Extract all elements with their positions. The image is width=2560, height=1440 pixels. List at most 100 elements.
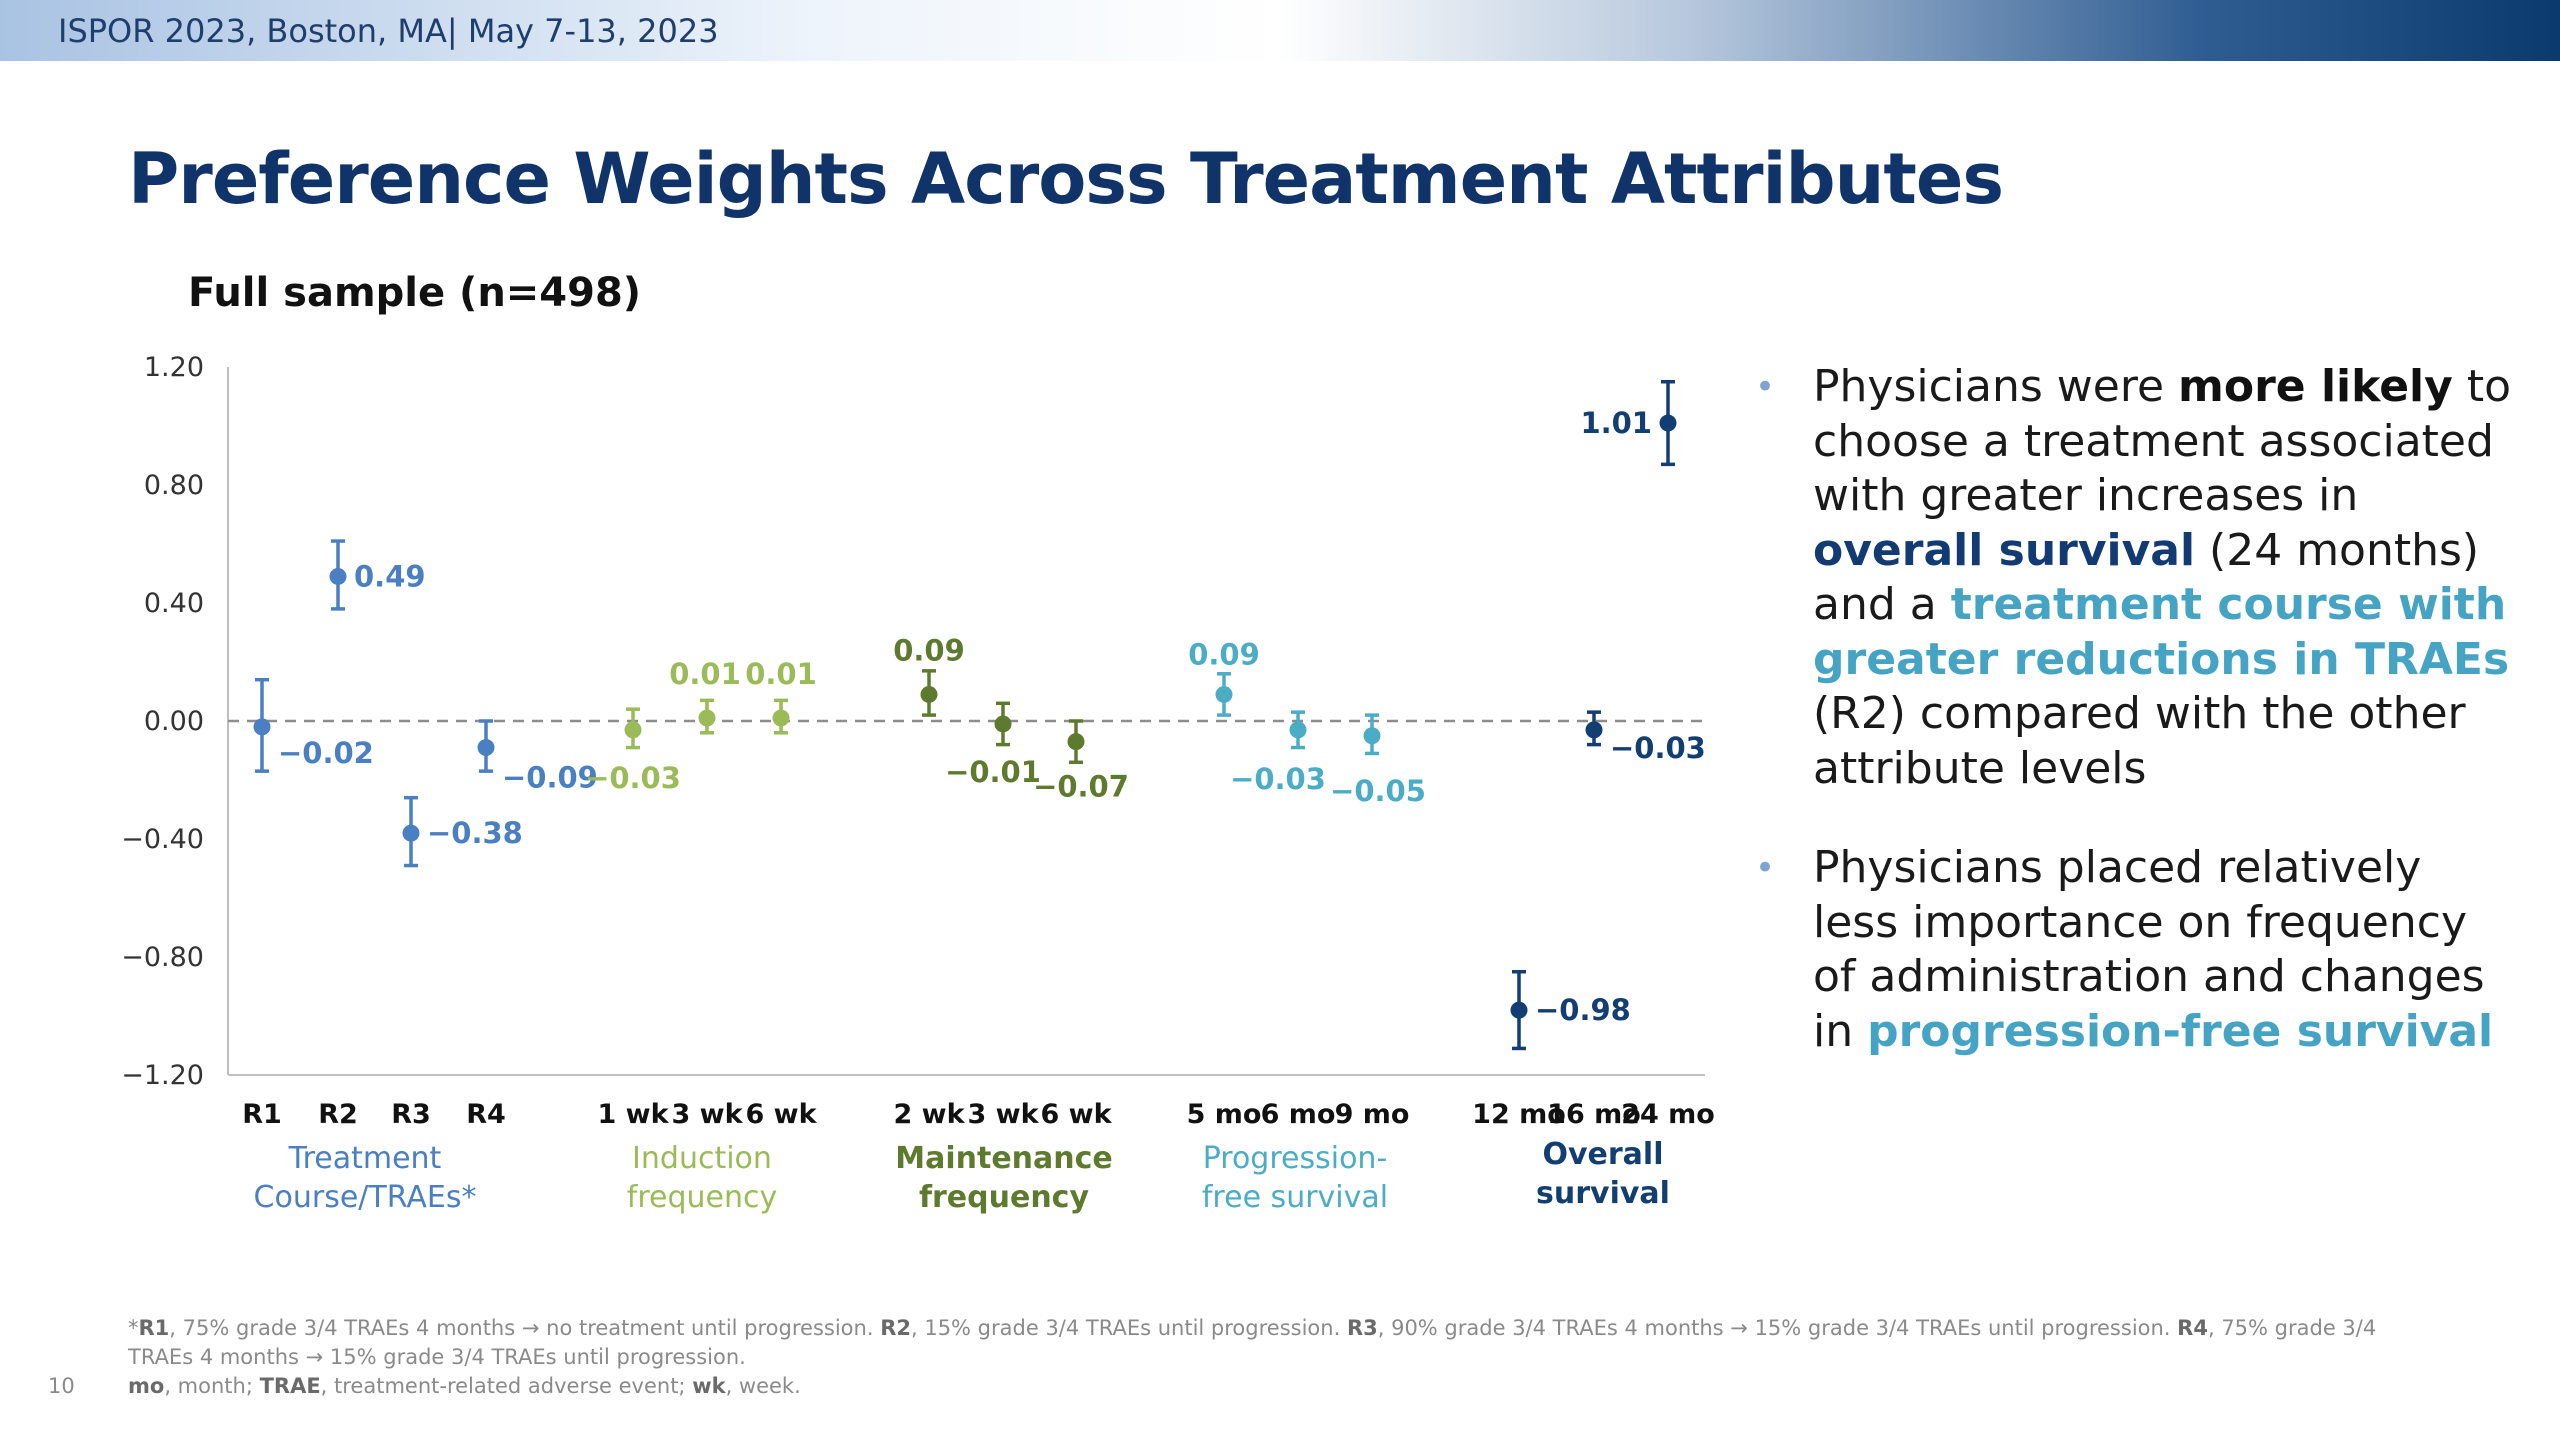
- data-point: [920, 685, 938, 703]
- group-name-label: Course/TRAEs*: [254, 1180, 477, 1215]
- data-label: 0.09: [1188, 637, 1260, 671]
- footnote-segment: R3: [1346, 1316, 1378, 1340]
- bullet-text-segment: (24 months) and a: [1813, 524, 2480, 631]
- x-category-label: R2: [318, 1099, 358, 1130]
- y-tick-label: −0.80: [121, 942, 204, 973]
- data-label: −0.03: [1230, 762, 1326, 796]
- data-point: [477, 739, 495, 757]
- footnote-segment: *: [128, 1316, 139, 1340]
- data-label: 1.01: [1580, 406, 1652, 440]
- data-point: [1067, 733, 1085, 751]
- data-point: [698, 709, 716, 727]
- y-tick-label: 1.20: [144, 352, 204, 383]
- y-tick-label: 0.40: [144, 588, 204, 619]
- data-label: −0.05: [1330, 774, 1426, 808]
- group-name-label: free survival: [1202, 1180, 1388, 1215]
- data-point: [624, 721, 642, 739]
- bullet-dot-icon: •: [1755, 848, 1776, 888]
- group-name-label: Progression-: [1203, 1141, 1388, 1176]
- bullet-text-segment: (R2) compared with the other attribute l…: [1813, 688, 2466, 794]
- footnote-segment: , treatment-related adverse event;: [320, 1374, 693, 1398]
- x-category-label: 3 wk: [671, 1099, 743, 1130]
- footnote-segment: , 15% grade 3/4 TRAEs until progression.: [910, 1316, 1347, 1340]
- y-tick-label: 0.80: [144, 470, 204, 501]
- data-label: −0.98: [1535, 993, 1631, 1027]
- x-category-label: 9 mo: [1335, 1099, 1410, 1130]
- x-category-label: 5 mo: [1187, 1099, 1262, 1130]
- bullet-text-segment: progression-free survival: [1867, 1005, 2494, 1057]
- data-label: −0.02: [278, 736, 374, 770]
- footnotes: *R1, 75% grade 3/4 TRAEs 4 months → no t…: [128, 1314, 2428, 1401]
- footnote-segment: wk: [692, 1374, 726, 1398]
- bullet-text-segment: overall survival: [1813, 524, 2196, 576]
- bullet-item: • Physicians were more likely to choose a…: [1755, 360, 2515, 796]
- x-category-label: 12 mo: [1472, 1099, 1566, 1130]
- data-label: 0.09: [893, 633, 965, 667]
- bullet-text-segment: treatment course with greater reductions…: [1813, 579, 2510, 685]
- data-point: [402, 824, 420, 842]
- footnote-segment: TRAE: [259, 1374, 321, 1398]
- data-label: 0.49: [354, 559, 426, 593]
- data-point: [1510, 1001, 1528, 1019]
- data-point: [1363, 727, 1381, 745]
- data-point: [329, 567, 347, 585]
- bullet-text-segment: Physicians placed relatively less import…: [1813, 842, 2485, 1057]
- page-number: 10: [48, 1374, 75, 1398]
- x-category-label: R1: [242, 1099, 282, 1130]
- data-point: [1659, 414, 1677, 432]
- footnote-segment: , week.: [725, 1374, 801, 1398]
- bullet-item: • Physicians placed relatively less impor…: [1755, 841, 2515, 1059]
- group-name-label: Overall: [1542, 1137, 1663, 1172]
- y-tick-label: −0.40: [121, 824, 204, 855]
- group-name-label: frequency: [919, 1180, 1090, 1215]
- data-label: 0.01: [669, 657, 741, 691]
- x-category-label: R4: [466, 1099, 506, 1130]
- bullet-dot-icon: •: [1755, 367, 1776, 407]
- chart-title: Full sample (n=498): [188, 270, 642, 316]
- group-name-label: Induction: [632, 1141, 772, 1176]
- footnote-segment: , month;: [164, 1374, 260, 1398]
- data-label: −0.03: [1610, 731, 1706, 765]
- group-name-label: survival: [1536, 1176, 1670, 1211]
- data-point: [1289, 721, 1307, 739]
- footnote-segment: R1: [138, 1316, 170, 1340]
- conference-label: ISPOR 2023, Boston, MA| May 7-13, 2023: [58, 12, 719, 50]
- bullet-text-segment: more likely: [2178, 361, 2453, 412]
- bullet-text-segment: Physicians were: [1813, 361, 2179, 412]
- x-category-label: R3: [391, 1099, 431, 1130]
- x-category-label: 16 mo: [1547, 1099, 1641, 1130]
- data-point: [772, 709, 790, 727]
- group-name-label: frequency: [627, 1180, 777, 1215]
- x-category-label: 1 wk: [597, 1099, 669, 1130]
- data-point: [1585, 721, 1603, 739]
- footnote-segment: , 90% grade 3/4 TRAEs 4 months → 15% gra…: [1377, 1316, 2178, 1340]
- x-category-label: 24 mo: [1621, 1099, 1715, 1130]
- footnote-segment: , 75% grade 3/4 TRAEs 4 months → 15% gra…: [128, 1316, 2377, 1369]
- x-category-label: 3 wk: [967, 1099, 1039, 1130]
- x-category-label: 2 wk: [893, 1099, 965, 1130]
- footnote-segment: R2: [880, 1316, 911, 1340]
- preference-weights-chart: 1.20 0.80 0.40 0.00 −0.40 −0.80 −1.20 −0.02 R1 0.…: [121, 352, 1715, 1215]
- data-point: [253, 718, 271, 736]
- data-point: [1215, 685, 1233, 703]
- x-category-label: 6 wk: [1040, 1099, 1112, 1130]
- group-name-label: Maintenance: [895, 1141, 1113, 1176]
- bullet-text-segment: to choose a treatment associated with gr…: [1813, 361, 2511, 521]
- slide-title: Preference Weights Across Treatment Attr…: [128, 138, 2004, 220]
- data-label: −0.01: [945, 755, 1041, 789]
- y-tick-label: 0.00: [144, 706, 204, 737]
- footnote-segment: R4: [2177, 1316, 2208, 1340]
- key-findings-list: • Physicians were more likely to choose a…: [1755, 360, 2515, 1104]
- data-label: −0.38: [427, 816, 523, 850]
- header-bar: ISPOR 2023, Boston, MA| May 7-13, 2023: [0, 0, 2560, 61]
- group-name-label: Treatment: [288, 1141, 442, 1176]
- footnote-line: *R1, 75% grade 3/4 TRAEs 4 months → no t…: [128, 1314, 2428, 1372]
- x-category-label: 6 mo: [1261, 1099, 1336, 1130]
- footnote-line: mo, month; TRAE, treatment-related adver…: [128, 1372, 2428, 1401]
- x-category-label: 6 wk: [745, 1099, 817, 1130]
- y-tick-label: −1.20: [121, 1060, 204, 1091]
- data-label: 0.01: [745, 657, 817, 691]
- data-label: −0.07: [1033, 770, 1129, 804]
- data-label: −0.03: [585, 761, 681, 795]
- data-point: [994, 715, 1012, 733]
